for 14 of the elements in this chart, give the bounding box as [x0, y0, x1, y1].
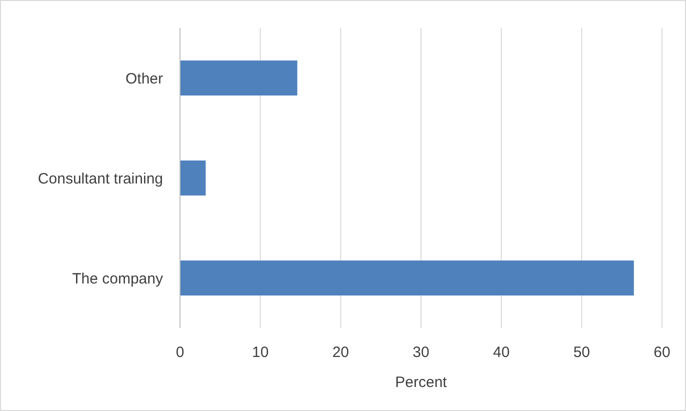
y-tick-label: Consultant training: [38, 170, 163, 188]
y-tick-label: The company: [72, 270, 164, 288]
bar: [180, 160, 206, 196]
x-tick-label: 60: [654, 344, 670, 361]
y-tick-label: Other: [125, 70, 164, 88]
x-axis-title: Percent: [395, 374, 448, 391]
x-tick-label: 30: [412, 344, 430, 361]
bar: [180, 260, 634, 296]
bar: [180, 60, 298, 96]
x-tick-label: 20: [332, 344, 350, 361]
x-tick-label: 50: [573, 344, 590, 361]
x-tick-label: 40: [492, 344, 510, 361]
x-tick-label: 10: [252, 344, 269, 361]
x-tick-label: 0: [176, 344, 184, 361]
